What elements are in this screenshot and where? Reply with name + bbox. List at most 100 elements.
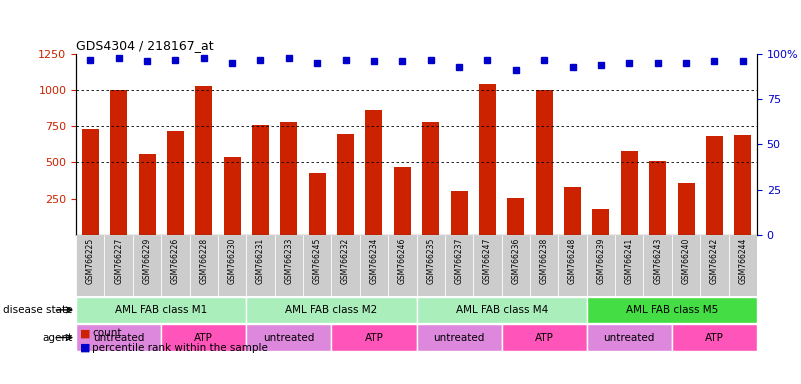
- Bar: [133, 235, 161, 296]
- Text: ■: ■: [80, 328, 91, 338]
- Text: GSM766243: GSM766243: [653, 238, 662, 284]
- Text: AML FAB class M1: AML FAB class M1: [115, 305, 207, 315]
- Bar: [161, 324, 247, 351]
- Text: GSM766226: GSM766226: [171, 238, 180, 284]
- Bar: [104, 235, 133, 296]
- Text: GSM766232: GSM766232: [341, 238, 350, 284]
- Bar: [332, 324, 417, 351]
- Bar: [76, 324, 161, 351]
- Text: ATP: ATP: [535, 333, 553, 343]
- Bar: [332, 235, 360, 296]
- Bar: [76, 296, 247, 323]
- Text: GSM766244: GSM766244: [739, 238, 747, 284]
- Text: GSM766234: GSM766234: [369, 238, 378, 284]
- Text: GSM766241: GSM766241: [625, 238, 634, 284]
- Bar: [365, 111, 382, 235]
- Bar: [223, 157, 240, 235]
- Text: GSM766236: GSM766236: [511, 238, 521, 284]
- Text: percentile rank within the sample: percentile rank within the sample: [92, 343, 268, 353]
- Text: ATP: ATP: [364, 333, 384, 343]
- Bar: [735, 135, 751, 235]
- Bar: [218, 235, 247, 296]
- Text: GSM766238: GSM766238: [540, 238, 549, 284]
- Text: agent: agent: [42, 333, 72, 343]
- Bar: [110, 90, 127, 235]
- Bar: [621, 151, 638, 235]
- Text: GSM766248: GSM766248: [568, 238, 577, 284]
- Text: GSM766237: GSM766237: [455, 238, 464, 284]
- Bar: [672, 235, 700, 296]
- Text: GSM766235: GSM766235: [426, 238, 435, 284]
- Text: GSM766225: GSM766225: [86, 238, 95, 284]
- Text: untreated: untreated: [264, 333, 315, 343]
- Bar: [501, 235, 530, 296]
- Text: disease state: disease state: [2, 305, 72, 315]
- Text: ATP: ATP: [195, 333, 213, 343]
- Text: GSM766227: GSM766227: [115, 238, 123, 284]
- Bar: [82, 129, 99, 235]
- Bar: [643, 235, 672, 296]
- Text: GSM766245: GSM766245: [312, 238, 322, 284]
- Text: GSM766240: GSM766240: [682, 238, 690, 284]
- Bar: [729, 235, 757, 296]
- Bar: [706, 136, 723, 235]
- Text: AML FAB class M2: AML FAB class M2: [285, 305, 377, 315]
- Text: GSM766246: GSM766246: [398, 238, 407, 284]
- Bar: [479, 84, 496, 235]
- Bar: [417, 235, 445, 296]
- Bar: [649, 161, 666, 235]
- Text: GSM766233: GSM766233: [284, 238, 293, 284]
- Bar: [76, 235, 104, 296]
- Bar: [501, 324, 586, 351]
- Text: GSM766229: GSM766229: [143, 238, 151, 284]
- Bar: [530, 235, 558, 296]
- Bar: [615, 235, 643, 296]
- Bar: [394, 167, 411, 235]
- Bar: [536, 90, 553, 235]
- Text: GSM766231: GSM766231: [256, 238, 265, 284]
- Bar: [672, 324, 757, 351]
- Bar: [247, 324, 332, 351]
- Bar: [388, 235, 417, 296]
- Bar: [593, 209, 610, 235]
- Bar: [246, 235, 275, 296]
- Bar: [167, 131, 184, 235]
- Bar: [700, 235, 729, 296]
- Bar: [450, 190, 468, 235]
- Bar: [678, 184, 694, 235]
- Bar: [417, 296, 586, 323]
- Bar: [308, 172, 326, 235]
- Bar: [247, 296, 417, 323]
- Bar: [564, 187, 581, 235]
- Bar: [252, 125, 269, 235]
- Text: AML FAB class M5: AML FAB class M5: [626, 305, 718, 315]
- Bar: [190, 235, 218, 296]
- Text: GSM766239: GSM766239: [597, 238, 606, 284]
- Text: GSM766247: GSM766247: [483, 238, 492, 284]
- Text: GDS4304 / 218167_at: GDS4304 / 218167_at: [76, 38, 214, 51]
- Bar: [558, 235, 586, 296]
- Text: untreated: untreated: [93, 333, 144, 343]
- Bar: [161, 235, 190, 296]
- Text: GSM766228: GSM766228: [199, 238, 208, 284]
- Text: count: count: [92, 328, 122, 338]
- Text: GSM766230: GSM766230: [227, 238, 236, 284]
- Bar: [422, 122, 439, 235]
- Text: AML FAB class M4: AML FAB class M4: [456, 305, 548, 315]
- Bar: [360, 235, 388, 296]
- Bar: [337, 134, 354, 235]
- Text: ■: ■: [80, 343, 91, 353]
- Bar: [195, 86, 212, 235]
- Bar: [275, 235, 303, 296]
- Bar: [280, 122, 297, 235]
- Bar: [473, 235, 501, 296]
- Text: ATP: ATP: [705, 333, 724, 343]
- Bar: [586, 324, 672, 351]
- Text: GSM766242: GSM766242: [710, 238, 718, 284]
- Text: untreated: untreated: [604, 333, 655, 343]
- Bar: [586, 235, 615, 296]
- Bar: [417, 324, 501, 351]
- Bar: [507, 198, 525, 235]
- Bar: [139, 154, 155, 235]
- Bar: [586, 296, 757, 323]
